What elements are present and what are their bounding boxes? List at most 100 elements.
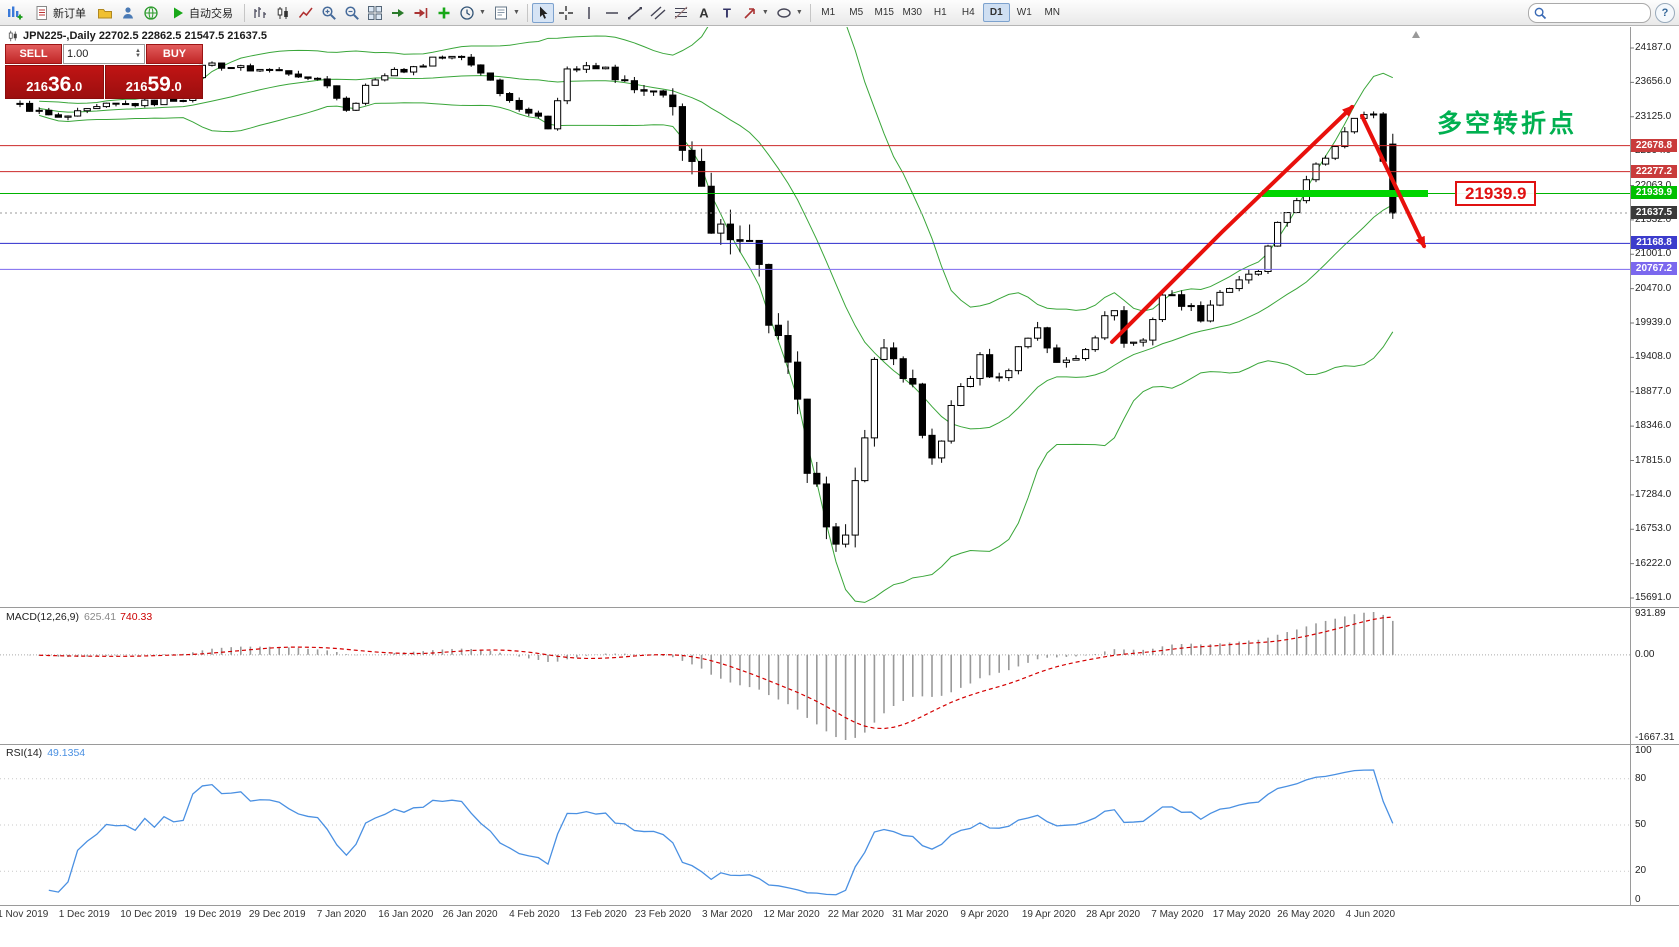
- timeframe-MN-button[interactable]: MN: [1044, 7, 1061, 18]
- play-icon: [170, 5, 186, 21]
- auto-trading-button[interactable]: 自动交易: [163, 3, 240, 23]
- shapes-tool-button[interactable]: ▼: [773, 3, 806, 23]
- vertical-line-tool-button[interactable]: [578, 3, 600, 23]
- date-label: 29 Dec 2019: [248, 909, 306, 920]
- date-label: 28 Apr 2020: [1086, 909, 1141, 920]
- y-axis-tick: 16222.0: [1635, 557, 1672, 569]
- sell-button[interactable]: SELL: [5, 44, 62, 64]
- buy-button[interactable]: BUY: [146, 44, 203, 64]
- timeframe-M1-button[interactable]: M1: [821, 7, 836, 18]
- timeframe-H4-button[interactable]: H4: [961, 7, 975, 18]
- y-axis-tick: 17284.0: [1635, 488, 1672, 500]
- y-axis-tick: 17815.0: [1635, 454, 1672, 466]
- macd-axis-tick: 0.00: [1635, 648, 1655, 660]
- chart-plus-icon: [7, 5, 23, 21]
- rsi-value: 49.1354: [47, 747, 86, 759]
- toolbar-separator: [244, 3, 245, 22]
- market-watch-button[interactable]: [117, 3, 139, 23]
- volume-value: 1.00: [67, 48, 89, 60]
- arrows-tool-button[interactable]: ▼: [739, 3, 772, 23]
- timeframe-H1-button[interactable]: H1: [933, 7, 947, 18]
- channel-tool-button[interactable]: [647, 3, 669, 23]
- date-label: 13 Feb 2020: [570, 909, 627, 920]
- chevron-down-icon: ▼: [479, 9, 486, 16]
- timeframe-D1-button[interactable]: D1: [982, 3, 1010, 22]
- candlestick-series[interactable]: [16, 53, 1397, 552]
- autoscroll-icon: [390, 5, 406, 21]
- add-indicator-button[interactable]: [433, 3, 455, 23]
- horizontal-line-tool-button[interactable]: [601, 3, 623, 23]
- volume-field[interactable]: 1.00 ▲ ▼: [63, 44, 145, 64]
- rsi-line[interactable]: [48, 769, 1394, 896]
- text-tool-button[interactable]: A: [693, 3, 715, 23]
- toolbar: 新订单 自动交易 ▼ ▼ A T ▼ ▼ M1 M5 M15 M30 H1 H4 D1 W1 MN?: [0, 0, 1679, 26]
- plus-icon: [436, 5, 452, 21]
- price-level-tag-21939.9: 21939.9: [1631, 186, 1677, 199]
- timeframe-M15-button[interactable]: M15: [874, 7, 894, 18]
- clock-icon: [459, 5, 475, 21]
- tile-windows-button[interactable]: [364, 3, 386, 23]
- timeframe-M30-button[interactable]: M30: [902, 7, 922, 18]
- volume-stepper[interactable]: ▲ ▼: [135, 48, 141, 59]
- search-input[interactable]: [1550, 4, 1646, 21]
- shift-icon: [413, 5, 429, 21]
- y-axis-tick: 23656.0: [1635, 76, 1672, 88]
- svg-text:T: T: [723, 5, 731, 20]
- trend-arrow-up[interactable]: [1110, 104, 1355, 344]
- navigator-button[interactable]: [140, 3, 162, 23]
- trendline-tool-button[interactable]: [624, 3, 646, 23]
- zoom-in-button[interactable]: [318, 3, 340, 23]
- price-level-tag-21637.5: 21637.5: [1631, 206, 1677, 219]
- cursor-tool-button[interactable]: [531, 2, 554, 23]
- date-label: 21 Nov 2019: [0, 909, 49, 920]
- price-level-tag[interactable]: 21939.9: [1455, 181, 1537, 206]
- zoom-out-button[interactable]: [341, 3, 363, 23]
- macd-signal-line[interactable]: [39, 616, 1393, 730]
- periods-button[interactable]: ▼: [456, 3, 489, 23]
- buy-price[interactable]: 216 59.0: [104, 65, 203, 99]
- bar-chart-mode-button[interactable]: [249, 3, 271, 23]
- chart-title: JPN225-,Daily 22702.5 22862.5 21547.5 21…: [7, 30, 267, 42]
- trend-arrow-down[interactable]: [1360, 114, 1426, 249]
- timeframe-M5-button[interactable]: M5: [849, 7, 864, 18]
- cursor-icon: [535, 5, 551, 21]
- toolbar-right-group: ?: [1528, 2, 1675, 23]
- help-button[interactable]: ?: [1655, 2, 1675, 23]
- date-label: 4 Jun 2020: [1345, 909, 1396, 920]
- auto-scroll-button[interactable]: [387, 3, 409, 23]
- crosshair-tool-button[interactable]: [555, 3, 577, 23]
- candle-chart-mode-button[interactable]: [272, 3, 294, 23]
- bollinger-middle-line[interactable]: [39, 75, 1394, 430]
- sell-price[interactable]: 216 36.0: [5, 65, 104, 99]
- timeframe-W1-button[interactable]: W1: [1016, 7, 1032, 18]
- rsi-axis-tick: 50: [1635, 819, 1647, 830]
- turning-point-annotation[interactable]: 多空转折点: [1437, 110, 1578, 138]
- templates-button[interactable]: ▼: [490, 3, 523, 23]
- shapes-icon: [776, 5, 792, 21]
- price-level-tag-21168.8: 21168.8: [1631, 236, 1677, 249]
- profiles-button[interactable]: [94, 3, 116, 23]
- y-axis-tick: 19939.0: [1635, 317, 1672, 328]
- y-axis-tick: 23125.0: [1635, 110, 1672, 122]
- new-order-button[interactable]: 新订单: [27, 3, 93, 23]
- new-order-label: 新订单: [53, 7, 86, 20]
- main-chart-layer[interactable]: [16, 0, 1397, 603]
- textA-icon: A: [696, 5, 712, 21]
- bollinger-upper-line[interactable]: [39, 0, 1394, 312]
- date-label: 4 Feb 2020: [509, 909, 560, 920]
- macd-histogram[interactable]: [20, 612, 1394, 740]
- new-chart-button[interactable]: [4, 3, 26, 23]
- price-level-tag-22678.8: 22678.8: [1631, 139, 1677, 152]
- bollinger-lower-line[interactable]: [39, 102, 1394, 603]
- fibonacci-tool-button[interactable]: [670, 3, 692, 23]
- fibo-icon: [673, 5, 689, 21]
- date-label: 10 Dec 2019: [120, 909, 177, 920]
- label-tool-button[interactable]: T: [716, 3, 738, 23]
- chart-shift-button[interactable]: [410, 3, 432, 23]
- globe-icon: [143, 5, 159, 21]
- date-label: 7 May 2020: [1151, 909, 1204, 920]
- line-chart-mode-button[interactable]: [295, 3, 317, 23]
- price-level-tag-20767.2: 20767.2: [1631, 262, 1677, 275]
- y-axis-tick: 19408.0: [1635, 351, 1672, 363]
